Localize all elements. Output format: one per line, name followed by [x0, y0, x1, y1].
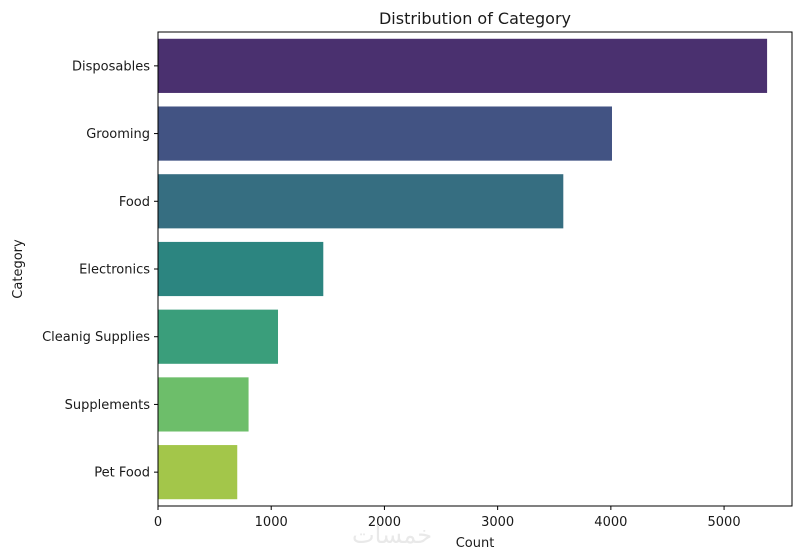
x-tick-label: 0	[154, 515, 162, 530]
y-tick-label: Supplements	[65, 398, 151, 413]
y-tick-label: Pet Food	[94, 466, 150, 481]
x-tick-label: 2000	[368, 515, 401, 530]
y-axis-label: Category	[11, 239, 26, 299]
x-tick-label: 3000	[481, 515, 514, 530]
bar-disposables	[158, 38, 768, 93]
chart-title: Distribution of Category	[379, 9, 571, 28]
y-tick-label: Disposables	[72, 59, 150, 74]
bar-grooming	[158, 106, 612, 161]
y-tick-label: Food	[119, 195, 150, 210]
plot-frame	[157, 31, 793, 507]
y-tick-label: Cleanig Supplies	[42, 330, 150, 345]
y-tick-label: Electronics	[79, 263, 150, 278]
x-tick-label: 1000	[255, 515, 288, 530]
x-tick-label: 4000	[594, 515, 627, 530]
bar-food	[158, 174, 564, 229]
watermark-text: خمسات	[352, 521, 433, 549]
x-tick-label: 5000	[708, 515, 741, 530]
bar-electronics	[158, 241, 324, 297]
bar-cleanig-supplies	[158, 309, 279, 364]
x-axis-label: Count	[456, 536, 495, 551]
bar-supplements	[158, 377, 249, 432]
bar-pet-food	[158, 445, 238, 500]
y-tick-label: Grooming	[86, 127, 150, 142]
